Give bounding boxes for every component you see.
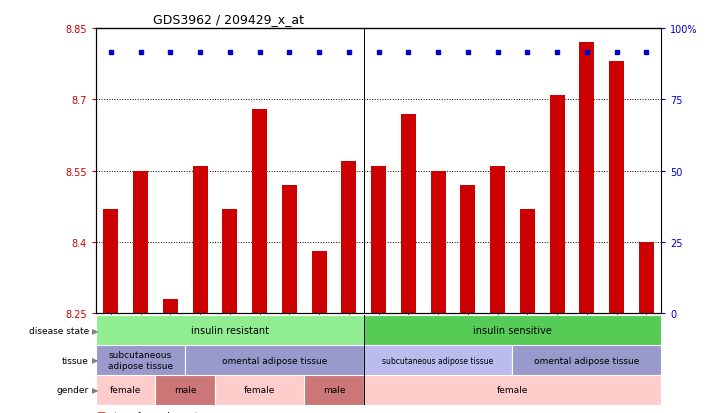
Bar <box>133 171 148 313</box>
Bar <box>186 345 364 375</box>
Bar <box>364 316 661 345</box>
Bar <box>490 166 505 313</box>
Text: insulin sensitive: insulin sensitive <box>473 325 552 335</box>
Bar <box>103 209 118 313</box>
Bar <box>639 242 654 313</box>
Bar <box>96 316 364 345</box>
Text: omental adipose tissue: omental adipose tissue <box>222 356 327 365</box>
Text: ▶: ▶ <box>92 356 99 365</box>
Bar <box>96 375 156 405</box>
Text: subcutaneous
adipose tissue: subcutaneous adipose tissue <box>108 351 173 370</box>
Bar <box>304 375 364 405</box>
Text: male: male <box>174 385 196 394</box>
Text: GDS3962 / 209429_x_at: GDS3962 / 209429_x_at <box>152 13 304 26</box>
Bar <box>401 114 416 313</box>
Text: female: female <box>497 385 528 394</box>
Bar <box>609 62 624 313</box>
Bar <box>461 185 475 313</box>
Text: disease state: disease state <box>28 326 89 335</box>
Bar <box>341 162 356 313</box>
Text: ▶: ▶ <box>92 385 99 394</box>
Bar <box>371 166 386 313</box>
Bar <box>431 171 446 313</box>
Bar <box>282 185 296 313</box>
Bar <box>163 299 178 313</box>
Bar <box>364 375 661 405</box>
Bar <box>223 209 237 313</box>
Bar <box>364 345 513 375</box>
Bar <box>215 375 304 405</box>
Text: female: female <box>110 385 141 394</box>
Bar <box>156 375 215 405</box>
Bar <box>252 109 267 313</box>
Bar <box>520 209 535 313</box>
Text: transformed count: transformed count <box>114 411 198 413</box>
Text: subcutaneous adipose tissue: subcutaneous adipose tissue <box>383 356 493 365</box>
Text: insulin resistant: insulin resistant <box>191 325 269 335</box>
Text: tissue: tissue <box>62 356 89 365</box>
Text: female: female <box>244 385 275 394</box>
Text: male: male <box>323 385 346 394</box>
Text: ■: ■ <box>96 410 105 413</box>
Text: ▶: ▶ <box>92 326 99 335</box>
Bar <box>579 43 594 313</box>
Bar <box>513 345 661 375</box>
Bar <box>550 95 565 313</box>
Text: omental adipose tissue: omental adipose tissue <box>534 356 639 365</box>
Bar <box>193 166 208 313</box>
Bar <box>96 345 186 375</box>
Text: gender: gender <box>57 385 89 394</box>
Bar <box>311 252 326 313</box>
